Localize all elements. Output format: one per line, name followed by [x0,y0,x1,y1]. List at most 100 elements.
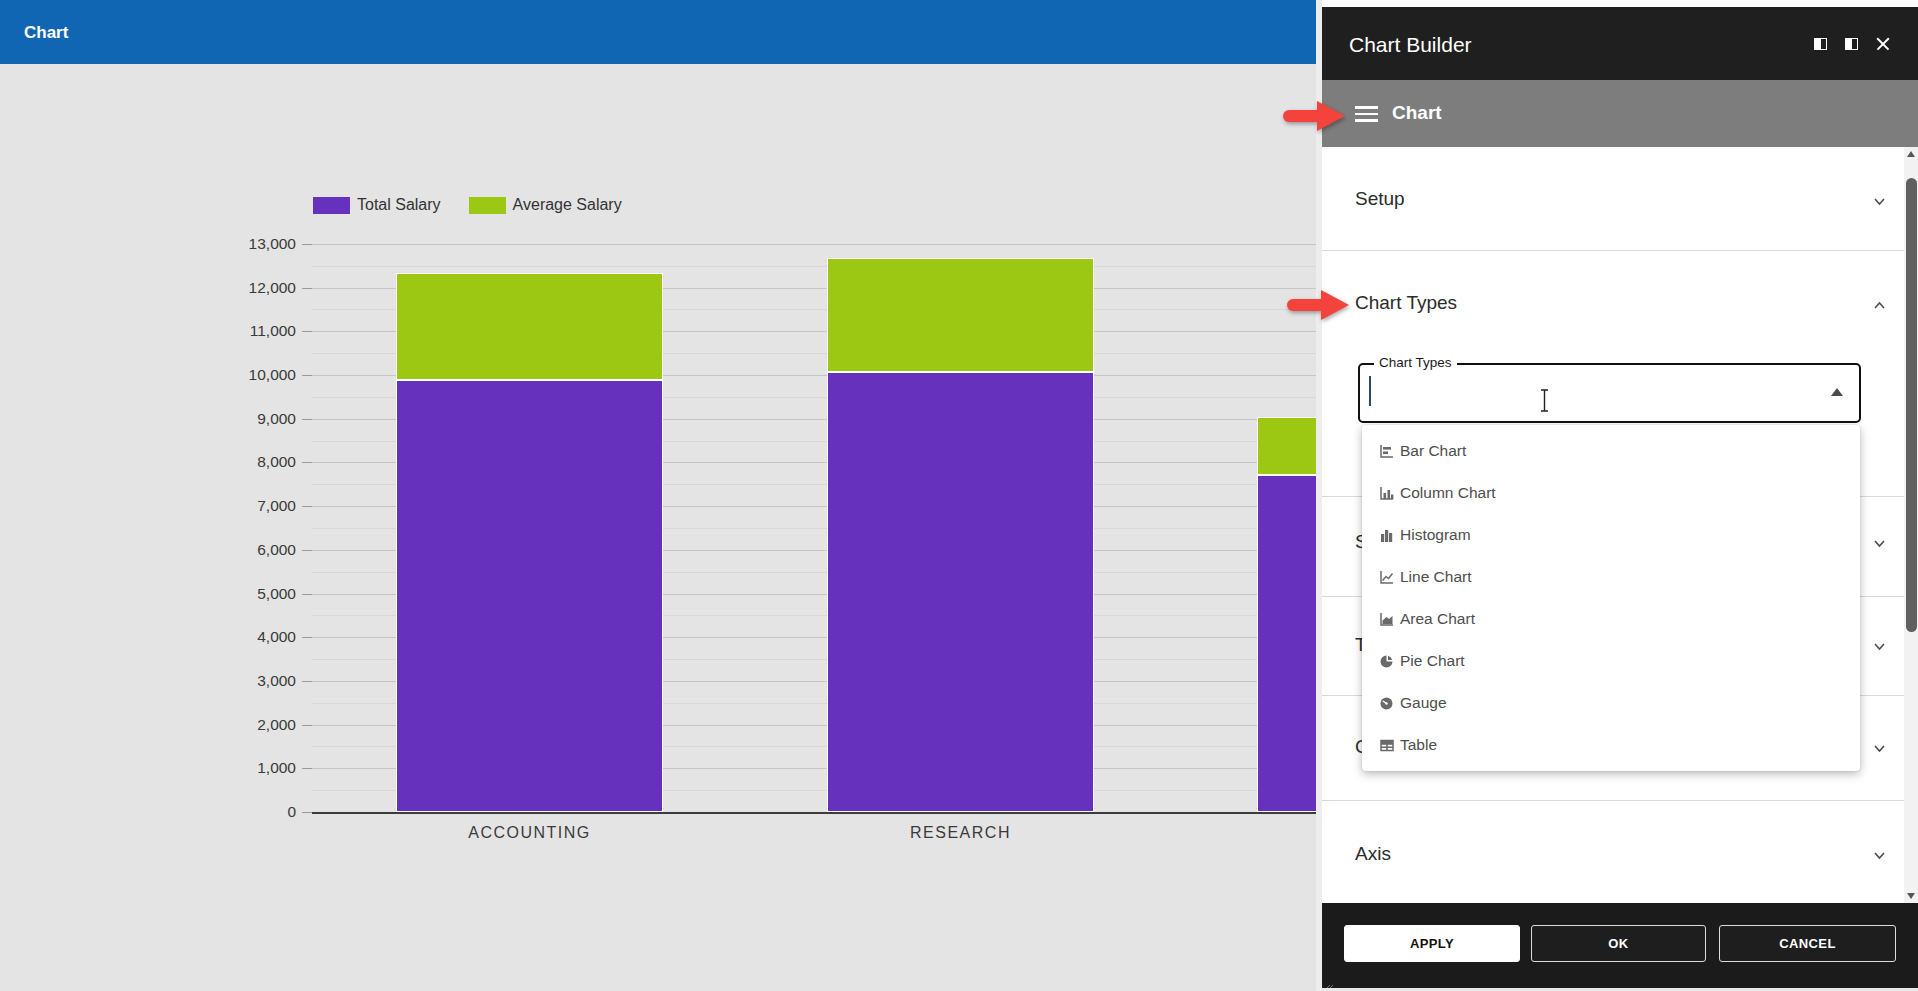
hamburger-menu-icon[interactable] [1355,106,1378,122]
chart-types-input[interactable] [1358,363,1861,423]
y-axis-label: 11,000 [180,322,296,340]
x-axis-line [312,812,1316,814]
ok-button[interactable]: OK [1531,925,1706,962]
dropdown-item[interactable]: Histogram [1362,514,1860,556]
dropdown-item[interactable]: Line Chart [1362,556,1860,598]
dock-panel-right-icon[interactable] [1845,38,1858,50]
bar-segment [396,273,663,380]
bar-chart-icon [1379,444,1394,459]
y-axis-label: 3,000 [180,672,296,690]
chevron-down-icon[interactable] [1873,849,1886,862]
dropdown-item-label: Gauge [1400,694,1447,712]
chevron-down-icon[interactable] [1873,195,1886,208]
gridline-minor [312,266,1316,267]
chevron-up-icon[interactable] [1873,299,1886,312]
text-caret [1369,376,1371,406]
panel-content: Setup Chart Types Chart Types S T C Axis [1322,147,1904,903]
chart-types-dropdown: Bar Chart Column Chart Histogram Line Ch… [1362,425,1860,771]
column-chart-icon [1379,486,1394,501]
panel-nav-label: Chart [1392,102,1442,124]
scrollbar-down-arrow-icon[interactable] [1907,893,1915,899]
axis-tick [302,812,312,813]
divider [1322,250,1904,251]
y-axis-label: 5,000 [180,585,296,603]
x-axis-category-label: RESEARCH [827,824,1094,842]
axis-tick [302,637,312,638]
dropdown-item-label: Column Chart [1400,484,1496,502]
chevron-down-icon[interactable] [1873,742,1886,755]
panel-footer: APPLY OK CANCEL [1322,903,1918,988]
dropdown-item-label: Area Chart [1400,610,1475,628]
dropdown-item[interactable]: Column Chart [1362,472,1860,514]
chart-types-field-label: Chart Types [1374,355,1457,370]
histogram-icon [1379,528,1394,543]
panel-nav-bar[interactable]: Chart [1322,80,1918,147]
chevron-down-icon[interactable] [1873,537,1886,550]
annotation-arrow-chart-types [1287,290,1351,320]
y-axis-label: 2,000 [180,716,296,734]
axis-tick [302,244,312,245]
ibeam-cursor [1540,389,1549,412]
x-axis-category-label: ACCOUNTING [396,824,663,842]
y-axis-label: 0 [180,803,296,821]
annotation-arrow-chart [1283,101,1347,131]
y-axis-label: 12,000 [180,279,296,297]
axis-tick [302,594,312,595]
chevron-down-icon[interactable] [1873,640,1886,653]
dropdown-item[interactable]: Pie Chart [1362,640,1860,682]
dropdown-item-label: Pie Chart [1400,652,1465,670]
dropdown-item-label: Histogram [1400,526,1471,544]
dropdown-open-arrow-icon[interactable] [1831,388,1843,396]
chart-legend: Total Salary Average Salary [313,196,650,214]
panel-header: Chart Builder [1322,7,1918,80]
axis-tick [302,725,312,726]
bar-segment [396,380,663,812]
y-axis-label: 4,000 [180,628,296,646]
axis-tick [302,331,312,332]
legend-swatch [313,197,350,214]
pie-chart-icon [1379,654,1394,669]
section-axis[interactable]: Axis [1355,843,1391,865]
line-chart-icon [1379,570,1394,585]
table-icon [1379,738,1394,753]
dropdown-item[interactable]: Bar Chart [1362,430,1860,472]
gridline-major [312,244,1316,245]
area-chart-icon [1379,612,1394,627]
axis-tick [302,506,312,507]
dropdown-item[interactable]: Table [1362,724,1860,766]
bar-segment [827,258,1094,372]
divider [1322,800,1904,801]
close-icon[interactable] [1876,37,1890,51]
panel-top-edge [1322,0,1918,7]
dropdown-item[interactable]: Area Chart [1362,598,1860,640]
bar-segment [827,372,1094,812]
dropdown-item-label: Line Chart [1400,568,1472,586]
axis-tick [302,768,312,769]
cancel-button[interactable]: CANCEL [1719,925,1896,962]
dropdown-item[interactable]: Gauge [1362,682,1860,724]
legend-swatch [469,197,506,214]
gauge-icon [1379,696,1394,711]
axis-tick [302,375,312,376]
panel-title: Chart Builder [1349,33,1472,57]
y-axis-label: 10,000 [180,366,296,384]
y-axis-label: 1,000 [180,759,296,777]
axis-tick [302,681,312,682]
dropdown-item-label: Bar Chart [1400,442,1466,460]
section-chart-types[interactable]: Chart Types [1355,292,1457,314]
dock-panel-left-icon[interactable] [1814,38,1827,50]
legend-item[interactable]: Average Salary [469,196,622,214]
scrollbar-thumb[interactable] [1906,178,1917,632]
panel-scrollbar[interactable] [1904,147,1918,903]
scrollbar-up-arrow-icon[interactable] [1907,151,1915,157]
axis-tick [302,550,312,551]
legend-label: Total Salary [357,196,441,214]
screen: Chart 01,0002,0003,0004,0005,0006,0007,0… [0,0,1918,991]
axis-tick [302,419,312,420]
y-axis-label: 9,000 [180,410,296,428]
app-title: Chart [24,23,68,43]
apply-button[interactable]: APPLY [1344,925,1520,962]
section-setup[interactable]: Setup [1355,188,1405,210]
axis-tick [302,288,312,289]
legend-item[interactable]: Total Salary [313,196,441,214]
